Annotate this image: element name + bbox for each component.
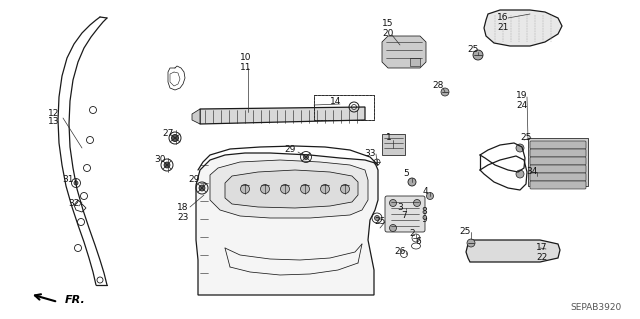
FancyBboxPatch shape (530, 173, 586, 181)
Text: 2: 2 (409, 228, 415, 238)
Polygon shape (385, 145, 401, 154)
Text: 25: 25 (467, 46, 479, 55)
Text: 17: 17 (536, 243, 548, 253)
Circle shape (516, 170, 524, 178)
Polygon shape (382, 134, 405, 155)
Text: 16: 16 (497, 13, 509, 23)
Circle shape (374, 216, 380, 220)
FancyBboxPatch shape (530, 149, 586, 157)
Polygon shape (528, 138, 588, 186)
Circle shape (172, 135, 179, 142)
Circle shape (321, 184, 330, 194)
Text: 25: 25 (374, 218, 386, 226)
Text: 33: 33 (364, 149, 376, 158)
Text: 32: 32 (68, 198, 80, 207)
Text: 3: 3 (397, 203, 403, 211)
Circle shape (390, 199, 397, 206)
Text: 25: 25 (460, 226, 470, 235)
Text: 15: 15 (382, 19, 394, 28)
Text: 23: 23 (177, 212, 189, 221)
FancyBboxPatch shape (530, 141, 586, 149)
Text: 29: 29 (284, 145, 296, 154)
Text: 13: 13 (48, 117, 60, 127)
Text: 28: 28 (432, 80, 444, 90)
Text: 29: 29 (188, 175, 200, 184)
FancyBboxPatch shape (530, 157, 586, 165)
Text: 1: 1 (386, 133, 392, 143)
Polygon shape (225, 170, 358, 208)
Circle shape (413, 199, 420, 206)
Polygon shape (410, 58, 420, 66)
Circle shape (516, 144, 524, 152)
FancyBboxPatch shape (530, 181, 586, 189)
Circle shape (426, 192, 433, 199)
Text: 21: 21 (497, 24, 509, 33)
Circle shape (390, 225, 397, 232)
Text: FR.: FR. (65, 295, 86, 305)
Circle shape (408, 178, 416, 186)
Polygon shape (382, 36, 426, 68)
Text: 34: 34 (526, 167, 538, 175)
Text: 11: 11 (240, 63, 252, 71)
Text: 30: 30 (154, 155, 166, 165)
Circle shape (389, 144, 397, 152)
Circle shape (467, 239, 475, 247)
Circle shape (280, 184, 289, 194)
Circle shape (74, 181, 78, 185)
Text: 14: 14 (330, 97, 342, 106)
Text: SEPAB3920: SEPAB3920 (571, 303, 622, 312)
Text: 25: 25 (520, 132, 532, 142)
Polygon shape (210, 160, 368, 218)
Text: 18: 18 (177, 203, 189, 211)
Circle shape (441, 88, 449, 96)
Circle shape (303, 154, 308, 160)
Polygon shape (196, 153, 378, 295)
Text: 9: 9 (421, 214, 427, 224)
Circle shape (199, 185, 205, 191)
Circle shape (260, 184, 269, 194)
FancyArrowPatch shape (35, 294, 55, 301)
Circle shape (241, 184, 250, 194)
Circle shape (340, 184, 349, 194)
Circle shape (301, 184, 310, 194)
Polygon shape (466, 240, 560, 262)
Text: 6: 6 (415, 236, 421, 246)
Polygon shape (200, 107, 365, 124)
Text: 20: 20 (382, 29, 394, 39)
Circle shape (164, 162, 170, 168)
FancyBboxPatch shape (530, 165, 586, 173)
Text: 12: 12 (48, 108, 60, 117)
Circle shape (473, 50, 483, 60)
Text: 7: 7 (401, 211, 407, 219)
Text: 22: 22 (536, 254, 548, 263)
Text: 31: 31 (62, 174, 74, 183)
Polygon shape (484, 10, 562, 46)
Polygon shape (192, 109, 200, 124)
Text: 24: 24 (516, 101, 527, 110)
Text: 8: 8 (421, 206, 427, 216)
Text: 4: 4 (422, 188, 428, 197)
FancyBboxPatch shape (385, 196, 425, 232)
Text: 27: 27 (163, 129, 173, 137)
Text: 5: 5 (403, 169, 409, 179)
Text: 10: 10 (240, 54, 252, 63)
Text: 26: 26 (394, 248, 406, 256)
Text: 19: 19 (516, 92, 528, 100)
